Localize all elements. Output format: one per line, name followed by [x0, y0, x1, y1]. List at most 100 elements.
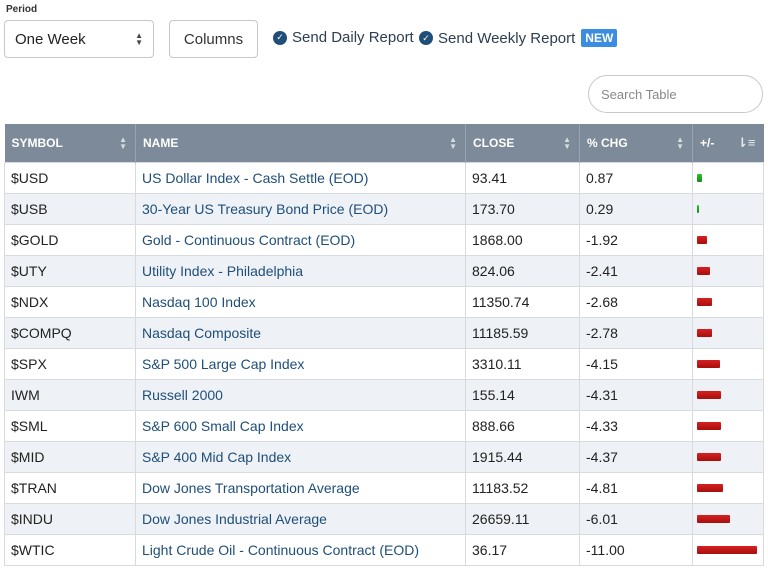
chg-cell: -4.33 — [579, 409, 693, 442]
close-cell: 888.66 — [465, 409, 580, 442]
name-cell[interactable]: Nasdaq 100 Index — [135, 285, 466, 318]
column-header-close[interactable]: CLOSE ▲ ▼ — [465, 124, 580, 162]
column-header-chg[interactable]: % CHG ▲ ▼ — [579, 124, 693, 162]
table-row[interactable]: IWM Russell 2000 155.14 -4.31 — [4, 378, 764, 411]
name-cell[interactable]: Dow Jones Industrial Average — [135, 502, 466, 535]
name-cell[interactable]: S&P 600 Small Cap Index — [135, 409, 466, 442]
chg-cell: -4.31 — [579, 378, 693, 411]
symbol-cell[interactable]: $TRAN — [4, 471, 136, 504]
column-header-name[interactable]: NAME ▲ ▼ — [135, 124, 466, 162]
change-bar — [697, 173, 702, 182]
symbol-cell[interactable]: $COMPQ — [4, 316, 136, 349]
symbol-cell[interactable]: $NDX — [4, 285, 136, 318]
table-row[interactable]: $USD US Dollar Index - Cash Settle (EOD) 9… — [4, 161, 764, 194]
period-label: Period — [6, 4, 38, 15]
close-cell: 36.17 — [465, 533, 580, 566]
change-bar — [697, 328, 712, 337]
change-bar-cell — [692, 192, 764, 225]
table-row[interactable]: $INDU Dow Jones Industrial Average 26659.1… — [4, 502, 764, 535]
daily-report-label: Send Daily Report — [292, 29, 414, 46]
change-bar — [697, 297, 712, 306]
change-bar-cell — [692, 378, 764, 411]
table-row[interactable]: $TRAN Dow Jones Transportation Average 111… — [4, 471, 764, 504]
change-bar — [697, 483, 723, 492]
sort-descending-icon: ⇂≡ — [737, 135, 756, 150]
select-arrows-icon: ▲ ▼ — [135, 31, 143, 47]
name-cell[interactable]: Dow Jones Transportation Average — [135, 471, 466, 504]
market-table: SYMBOL ▲ ▼ NAME ▲ ▼ CLOSE ▲ ▼ % CHG ▲ ▼ +/- ⇂≡ $U… — [4, 124, 764, 566]
close-cell: 1915.44 — [465, 440, 580, 473]
chg-cell: -4.15 — [579, 347, 693, 380]
change-bar — [697, 266, 710, 275]
change-bar — [697, 235, 707, 244]
change-bar-cell — [692, 223, 764, 256]
new-badge: NEW — [581, 29, 618, 47]
table-row[interactable]: $USB 30-Year US Treasury Bond Price (EOD)… — [4, 192, 764, 225]
symbol-cell[interactable]: $SML — [4, 409, 136, 442]
symbol-cell[interactable]: $USD — [4, 161, 136, 194]
name-cell[interactable]: S&P 400 Mid Cap Index — [135, 440, 466, 473]
table-row[interactable]: $SPX S&P 500 Large Cap Index 3310.11 -4.15 — [4, 347, 764, 380]
change-bar — [697, 452, 721, 461]
sort-icon: ▲ ▼ — [119, 135, 127, 151]
period-select[interactable]: One Week ▲ ▼ — [4, 20, 154, 58]
symbol-cell[interactable]: $INDU — [4, 502, 136, 535]
symbol-cell[interactable]: $GOLD — [4, 223, 136, 256]
sort-icon: ▲ ▼ — [563, 135, 571, 151]
daily-report-toggle[interactable]: ✓ Send Daily Report — [273, 29, 414, 46]
name-cell[interactable]: Russell 2000 — [135, 378, 466, 411]
chg-cell: 0.87 — [579, 161, 693, 194]
sort-icon: ▲ ▼ — [676, 135, 684, 151]
table-row[interactable]: $NDX Nasdaq 100 Index 11350.74 -2.68 — [4, 285, 764, 318]
name-cell[interactable]: S&P 500 Large Cap Index — [135, 347, 466, 380]
search-table-input[interactable] — [588, 75, 763, 113]
chg-cell: 0.29 — [579, 192, 693, 225]
close-cell: 26659.11 — [465, 502, 580, 535]
symbol-cell[interactable]: IWM — [4, 378, 136, 411]
chg-cell: -1.92 — [579, 223, 693, 256]
table-row[interactable]: $SML S&P 600 Small Cap Index 888.66 -4.33 — [4, 409, 764, 442]
check-circle-icon: ✓ — [273, 30, 287, 45]
chg-cell: -2.68 — [579, 285, 693, 318]
name-cell[interactable]: US Dollar Index - Cash Settle (EOD) — [135, 161, 466, 194]
close-cell: 173.70 — [465, 192, 580, 225]
chg-cell: -4.81 — [579, 471, 693, 504]
table-row[interactable]: $UTY Utility Index - Philadelphia 824.06 -2… — [4, 254, 764, 287]
header-label: SYMBOL — [11, 135, 63, 150]
check-circle-icon: ✓ — [419, 31, 433, 45]
symbol-cell[interactable]: $USB — [4, 192, 136, 225]
table-row[interactable]: $WTIC Light Crude Oil - Continuous Contra… — [4, 533, 764, 566]
name-cell[interactable]: 30-Year US Treasury Bond Price (EOD) — [135, 192, 466, 225]
table-row[interactable]: $MID S&P 400 Mid Cap Index 1915.44 -4.37 — [4, 440, 764, 473]
header-label: +/- — [700, 135, 715, 150]
symbol-cell[interactable]: $WTIC — [4, 533, 136, 566]
symbol-cell[interactable]: $MID — [4, 440, 136, 473]
name-cell[interactable]: Light Crude Oil - Continuous Contract (E… — [135, 533, 466, 566]
close-cell: 11185.59 — [465, 316, 580, 349]
symbol-cell[interactable]: $SPX — [4, 347, 136, 380]
close-cell: 824.06 — [465, 254, 580, 287]
symbol-cell[interactable]: $UTY — [4, 254, 136, 287]
name-cell[interactable]: Nasdaq Composite — [135, 316, 466, 349]
column-header-bar[interactable]: +/- ⇂≡ — [692, 124, 764, 162]
name-cell[interactable]: Gold - Continuous Contract (EOD) — [135, 223, 466, 256]
change-bar — [697, 204, 699, 213]
close-cell: 11350.74 — [465, 285, 580, 318]
close-cell: 3310.11 — [465, 347, 580, 380]
chg-cell: -2.78 — [579, 316, 693, 349]
table-row[interactable]: $COMPQ Nasdaq Composite 11185.59 -2.78 — [4, 316, 764, 349]
chg-cell: -4.37 — [579, 440, 693, 473]
chg-cell: -6.01 — [579, 502, 693, 535]
change-bar — [697, 421, 721, 430]
change-bar-cell — [692, 533, 764, 566]
close-cell: 93.41 — [465, 161, 580, 194]
chg-cell: -2.41 — [579, 254, 693, 287]
column-header-symbol[interactable]: SYMBOL ▲ ▼ — [4, 124, 136, 162]
close-cell: 1868.00 — [465, 223, 580, 256]
change-bar-cell — [692, 471, 764, 504]
name-cell[interactable]: Utility Index - Philadelphia — [135, 254, 466, 287]
table-row[interactable]: $GOLD Gold - Continuous Contract (EOD) 186… — [4, 223, 764, 256]
weekly-report-toggle[interactable]: ✓ Send Weekly Report NEW — [419, 29, 618, 47]
columns-button[interactable]: Columns — [169, 20, 258, 58]
change-bar — [697, 514, 730, 523]
